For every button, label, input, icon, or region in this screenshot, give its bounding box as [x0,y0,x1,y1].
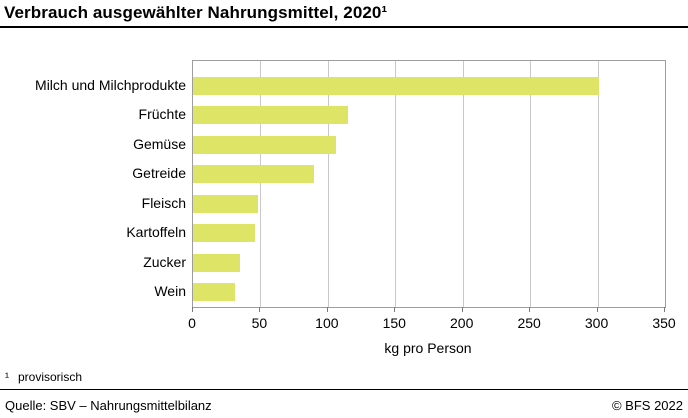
bar [193,135,336,154]
bar [193,283,235,302]
source-text: Quelle: SBV – Nahrungsmittelbilanz [5,398,212,413]
x-axis-title: kg pro Person [384,340,472,356]
category-label: Fleisch [141,194,186,211]
category-label: Wein [154,283,186,300]
category-label: Früchte [138,106,186,123]
x-tick-label: 200 [450,315,474,331]
plot-area [192,60,666,308]
category-label: Kartoffeln [126,224,186,241]
category-label: Zucker [143,253,186,270]
x-tick-label: 250 [517,315,541,331]
footer-divider [0,389,688,390]
gridline [327,61,329,307]
tick-mark [596,307,598,312]
gridline [597,61,599,307]
gridline [462,61,464,307]
category-label: Milch und Milchprodukte [35,76,186,93]
category-label: Gemüse [133,135,186,152]
bar [193,106,349,125]
bar [193,224,256,243]
x-tick-label: 300 [584,315,609,331]
copyright-text: © BFS 2022 [611,398,683,413]
tick-mark [259,307,261,312]
gridline [395,61,397,307]
tick-mark [461,307,463,312]
tick-mark [394,307,396,312]
bar [193,253,241,272]
bar [193,76,599,95]
bar [193,194,258,213]
x-tick-label: 0 [188,315,196,331]
footnote-marker: ¹ [5,370,9,384]
category-axis: Milch und Milchprodukte Früchte Gemüse Getr… [0,60,186,306]
tick-mark [664,307,665,312]
tick-mark [529,307,531,312]
footnote: ¹ provisorisch [5,370,82,384]
bar [193,165,315,184]
x-axis: kg pro Person 0 50 100 150 200 250 300 350 [188,307,676,367]
title-divider [0,26,688,28]
footnote-text: provisorisch [18,370,83,384]
tick-mark [326,307,328,312]
gridline [530,61,532,307]
gridline [260,61,262,307]
chart-title: Verbrauch ausgewählter Nahrungsmittel, 2… [4,3,388,22]
x-tick-label: 350 [652,315,676,331]
tick-mark [192,307,193,312]
x-tick-label: 100 [315,315,339,331]
category-label: Getreide [132,165,186,182]
x-tick-label: 150 [382,315,406,331]
x-tick-label: 50 [251,315,268,331]
